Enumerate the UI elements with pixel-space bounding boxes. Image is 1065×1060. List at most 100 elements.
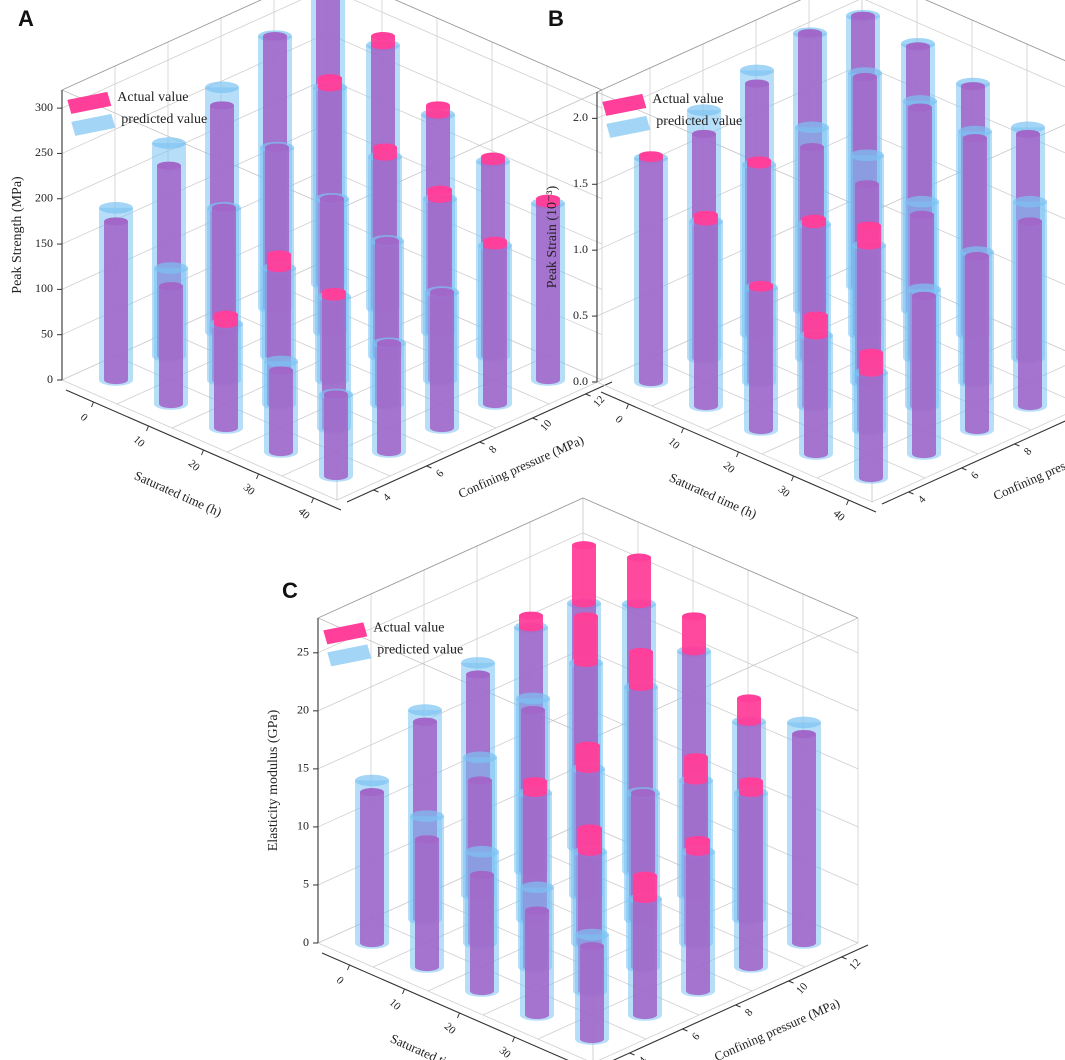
z-tick: [1014, 443, 1020, 447]
actual-bar: [324, 390, 348, 481]
y-tick-label: 2.0: [573, 110, 588, 124]
actual-bar-excess-top: [639, 151, 663, 160]
actual-bar-body: [430, 292, 454, 433]
z-tick-label: 10: [794, 980, 811, 997]
z-tick: [682, 1028, 688, 1032]
actual-bar: [912, 291, 936, 459]
actual-bar-excess: [481, 152, 505, 166]
actual-bar-excess-top: [523, 777, 547, 786]
actual-bar-top: [269, 366, 293, 375]
predicted-bar-top: [516, 692, 550, 705]
actual-bar-body: [965, 256, 989, 435]
actual-bar-excess-top: [576, 741, 600, 750]
x-tick: [791, 475, 794, 482]
predicted-bar-top: [154, 262, 188, 274]
actual-bar-excess: [578, 824, 602, 856]
x-tick-label: 10: [131, 434, 148, 451]
actual-bar-excess: [536, 194, 560, 208]
actual-bar-excess-top: [536, 194, 560, 203]
actual-bar-body: [470, 874, 494, 996]
x-tick: [402, 988, 405, 995]
actual-bar-excess: [629, 647, 653, 691]
actual-bar-top: [1016, 129, 1040, 138]
actual-bar-excess: [523, 777, 547, 797]
actual-bar-top: [263, 32, 287, 41]
actual-bar-body: [360, 792, 384, 948]
actual-bar-top: [320, 194, 344, 203]
actual-bar-excess-top: [686, 836, 710, 845]
actual-bar-excess: [737, 694, 761, 726]
actual-bar: [483, 241, 507, 409]
actual-bar-top: [470, 870, 494, 880]
actual-bar: [633, 894, 657, 1020]
actual-bar-excess-body: [682, 616, 706, 656]
actual-bar-excess-top: [804, 311, 828, 320]
x-tick: [846, 499, 849, 506]
actual-bar-excess: [633, 871, 657, 904]
z-tick: [788, 980, 794, 984]
z-axis-title: Confining pressure (MPa): [456, 432, 586, 501]
actual-bar-excess: [574, 612, 598, 667]
actual-bar-excess-body: [629, 652, 653, 691]
actual-bar-excess: [428, 185, 452, 203]
actual-bar-excess: [519, 611, 543, 632]
x-tick: [457, 1012, 460, 1019]
x-tick: [91, 401, 94, 408]
actual-bar-body: [859, 372, 883, 483]
frame: [61, 0, 603, 91]
actual-bar-body: [377, 343, 401, 457]
actual-bar-top: [210, 101, 234, 110]
actual-bar-excess: [804, 311, 828, 340]
actual-bar-excess: [318, 74, 342, 92]
actual-bar: [580, 942, 604, 1044]
z-tick: [585, 393, 591, 397]
predicted-bar-top: [99, 202, 133, 214]
actual-bar: [269, 366, 293, 457]
actual-bar-excess: [572, 541, 596, 608]
actual-bar-excess-top: [481, 152, 505, 161]
actual-bar-body: [792, 734, 816, 948]
x-axis: [321, 952, 569, 1060]
legend: Actual value predicted value: [67, 90, 207, 136]
actual-bar: [415, 835, 439, 972]
legend-swatch-actual: [323, 622, 368, 645]
z-tick: [426, 465, 432, 469]
actual-bar-body: [694, 221, 718, 411]
actual-bar-top: [1018, 217, 1042, 226]
floor-gridline: [336, 379, 603, 501]
predicted-bar-top: [903, 95, 937, 107]
z-axis-title: Confining pressure (MPa): [991, 434, 1065, 503]
y-tick-label: 25: [297, 645, 309, 659]
actual-bar-excess-top: [371, 32, 395, 41]
legend: Actual value predicted value: [602, 92, 742, 138]
x-axis-title: Saturated time (h): [667, 470, 759, 522]
predicted-bar-top: [907, 283, 941, 296]
actual-bar-top: [963, 134, 987, 143]
floor-gridline: [598, 942, 859, 1060]
actual-bar-excess: [749, 280, 773, 292]
legend: Actual value predicted value: [323, 621, 463, 667]
actual-bar-top: [965, 251, 989, 261]
legend-swatch-actual: [602, 93, 647, 116]
actual-bar-top: [631, 788, 655, 797]
y-tick-label: 0: [47, 372, 53, 386]
predicted-bar-top: [465, 845, 499, 858]
actual-bar: [377, 339, 401, 457]
actual-bar-excess-top: [627, 553, 651, 562]
actual-bar-excess-body: [572, 545, 596, 608]
actual-bar-top: [851, 11, 875, 20]
actual-bar-excess: [267, 250, 291, 273]
x-tick: [512, 1036, 515, 1043]
y-tick-label: 0: [303, 935, 309, 949]
predicted-bar-top: [1013, 195, 1047, 208]
actual-bar-top: [468, 776, 492, 785]
y-tick-label: 0.5: [573, 308, 588, 322]
legend-swatch-predicted: [71, 113, 116, 136]
actual-bar-excess-body: [857, 225, 881, 250]
x-tick: [626, 403, 629, 410]
actual-bar-excess-body: [267, 254, 291, 273]
actual-bar-top: [855, 180, 879, 189]
actual-bar-excess-top: [749, 280, 773, 290]
y-tick-label: 0.0: [573, 374, 588, 388]
actual-bar: [360, 788, 384, 948]
